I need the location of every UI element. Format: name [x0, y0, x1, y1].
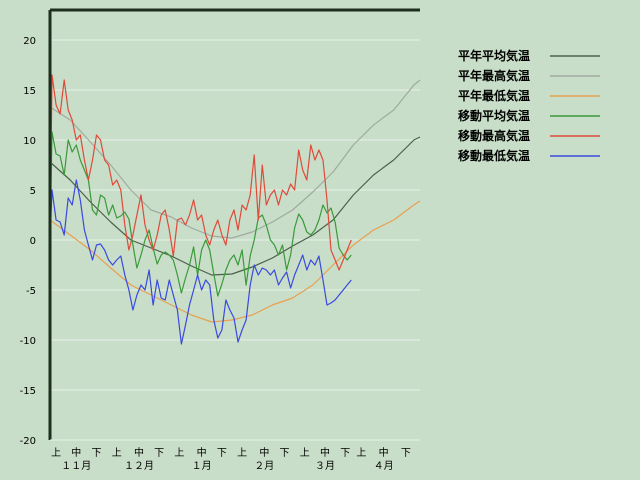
x-period-label: 中 [71, 446, 81, 459]
x-period-label: 下 [280, 448, 290, 459]
y-tick-label: 5 [30, 186, 36, 197]
x-period-label: 上 [300, 447, 310, 459]
y-tick-label: -20 [20, 436, 36, 447]
y-axis-ticks: 20 15 10 5 0 -5 -10 -15 -20 [20, 36, 36, 447]
x-month-label: １２月 [124, 460, 154, 472]
x-period-label: 下 [401, 448, 411, 459]
x-month-label: １１月 [61, 460, 91, 472]
legend-label: 移動最低気温 [458, 148, 530, 163]
y-tick-label: 0 [30, 236, 36, 247]
x-month-label: １月 [192, 460, 212, 472]
y-tick-label: 20 [23, 36, 36, 47]
x-period-label: 上 [356, 447, 366, 459]
series-line [49, 200, 421, 323]
x-period-label: 中 [134, 446, 144, 459]
x-period-label: 中 [259, 446, 269, 459]
legend-label: 平年最高気温 [458, 68, 530, 83]
x-period-label: 下 [217, 448, 227, 459]
y-tick-label: -15 [20, 386, 36, 397]
legend-label: 移動平均気温 [458, 108, 530, 123]
x-period-label: 中 [320, 446, 330, 459]
x-month-label: ２月 [254, 460, 274, 472]
legend-label: 平年平均気温 [458, 48, 530, 63]
x-period-label: 下 [154, 448, 164, 459]
x-period-label: 中 [197, 446, 207, 459]
series-line [49, 179, 352, 345]
series-line [49, 79, 421, 239]
y-tick-label: -10 [20, 336, 36, 347]
x-month-label: ４月 [374, 460, 394, 472]
series-line [49, 136, 421, 276]
x-period-label: 上 [237, 447, 247, 459]
y-tick-label: -5 [26, 286, 36, 297]
axes [48, 8, 420, 441]
x-period-label: 下 [340, 448, 350, 459]
y-tick-label: 10 [23, 136, 36, 147]
legend-label: 平年最低気温 [458, 88, 530, 103]
x-period-label: 上 [174, 447, 184, 459]
x-period-label: 上 [112, 447, 122, 459]
series-lines [49, 74, 421, 345]
x-period-label: 下 [92, 448, 102, 459]
legend-label: 移動最高気温 [458, 128, 530, 143]
x-period-label: 上 [51, 447, 61, 459]
series-line [49, 131, 352, 297]
x-period-label: 中 [379, 446, 389, 459]
x-month-label: ３月 [315, 460, 335, 472]
series-line [49, 74, 352, 271]
y-tick-label: 15 [23, 86, 36, 97]
x-axis-ticks: 上中下上中下上中下上中下上中下上中下１１月 １２月 １月 ２月 ３月 ４月 [51, 446, 411, 472]
